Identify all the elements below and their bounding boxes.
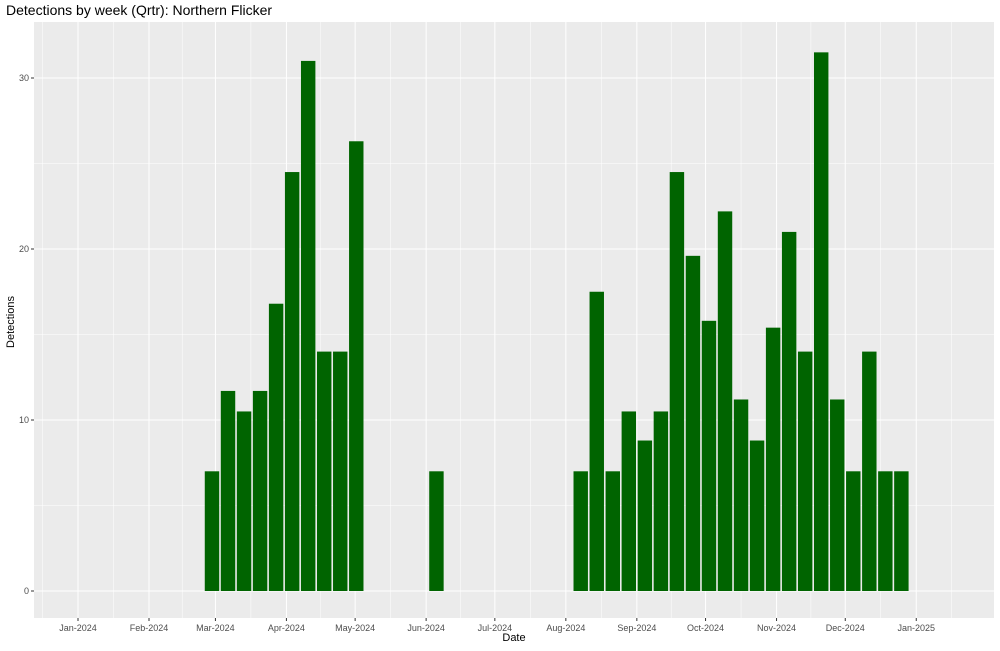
bar	[701, 320, 717, 591]
bar	[846, 471, 861, 591]
chart-title: Detections by week (Qrtr): Northern Flic…	[6, 2, 273, 18]
x-tick-label: Jul-2024	[478, 623, 513, 633]
bar	[813, 52, 829, 592]
bar	[268, 303, 284, 591]
bar	[220, 390, 236, 591]
bar	[733, 399, 749, 591]
x-tick-label: Dec-2024	[826, 623, 865, 633]
bar	[749, 440, 765, 591]
x-tick-label: Jan-2024	[59, 623, 97, 633]
bar	[300, 60, 316, 591]
y-tick-label: 0	[24, 586, 29, 596]
x-tick-label: Aug-2024	[546, 623, 585, 633]
bar	[605, 471, 621, 591]
x-axis-label: Date	[502, 632, 526, 644]
bar	[894, 471, 909, 591]
bar	[429, 471, 444, 591]
bar	[252, 390, 268, 591]
bar	[204, 471, 220, 591]
y-tick-label: 10	[19, 415, 29, 425]
bar	[236, 411, 252, 591]
bar	[797, 351, 813, 591]
x-tick-label: Mar-2024	[196, 623, 235, 633]
bars	[204, 52, 909, 592]
bar	[349, 141, 364, 591]
bar	[316, 351, 332, 591]
bar	[878, 471, 893, 591]
bar	[333, 351, 348, 591]
y-tick-label: 30	[19, 73, 29, 83]
bar	[621, 411, 637, 591]
x-tick-label: Jan-2025	[897, 623, 935, 633]
bar	[781, 231, 797, 591]
bar	[717, 211, 733, 591]
bar	[589, 291, 604, 591]
bar	[862, 351, 877, 591]
bar	[284, 172, 300, 592]
bar	[653, 411, 669, 591]
bar	[669, 172, 685, 592]
x-tick-label: Apr-2024	[268, 623, 305, 633]
bar	[830, 399, 845, 591]
bar	[685, 255, 701, 591]
x-tick-label: Jun-2024	[407, 623, 445, 633]
bar	[765, 327, 781, 591]
x-tick-label: Oct-2024	[687, 623, 724, 633]
bar	[637, 440, 653, 591]
bar	[573, 471, 588, 591]
x-tick-label: Feb-2024	[130, 623, 169, 633]
x-tick-label: Nov-2024	[757, 623, 796, 633]
x-tick-label: Sep-2024	[617, 623, 656, 633]
y-axis-label: Detections	[5, 296, 17, 348]
y-tick-label: 20	[19, 244, 29, 254]
x-axis: Jan-2024 Feb-2024 Mar-2024 Apr-2024 May-2024…	[59, 618, 935, 633]
x-tick-label: May-2024	[335, 623, 375, 633]
y-axis: 0 10 20 30	[19, 73, 34, 596]
